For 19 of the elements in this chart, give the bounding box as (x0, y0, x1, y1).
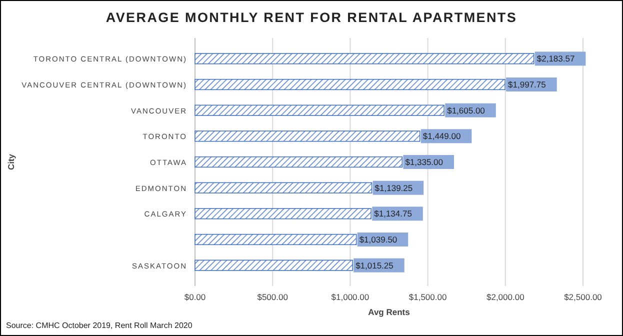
data-label: $1,605.00 (447, 105, 486, 116)
data-label: $1,449.00 (422, 131, 461, 142)
data-label: $1,039.50 (359, 234, 398, 244)
chart-title: AVERAGE MONTHLY RENT FOR RENTAL APARTMENTS (106, 10, 518, 25)
x-tick-label: $0.00 (184, 292, 206, 302)
source-note: Source: CMHC October 2019, Rent Roll March 2020 (6, 321, 193, 330)
data-label: $1,134.75 (374, 208, 412, 219)
y-axis-title: City (6, 154, 16, 170)
x-tick-label: $1,500.00 (408, 292, 447, 302)
x-tick-label: $2,500.00 (564, 292, 602, 302)
data-label: $2,183.57 (536, 54, 575, 64)
x-tick-label: $1,000.00 (331, 292, 370, 302)
data-label: $1,139.25 (374, 182, 413, 193)
data-label: $1,015.25 (356, 260, 394, 270)
data-label: $1,335.00 (405, 157, 444, 167)
data-label: $1,997.75 (508, 80, 546, 90)
x-axis-title: Avg Rents (368, 307, 410, 317)
x-tick-label: $500.00 (257, 292, 288, 302)
x-tick-label: $2,000.00 (486, 292, 525, 302)
